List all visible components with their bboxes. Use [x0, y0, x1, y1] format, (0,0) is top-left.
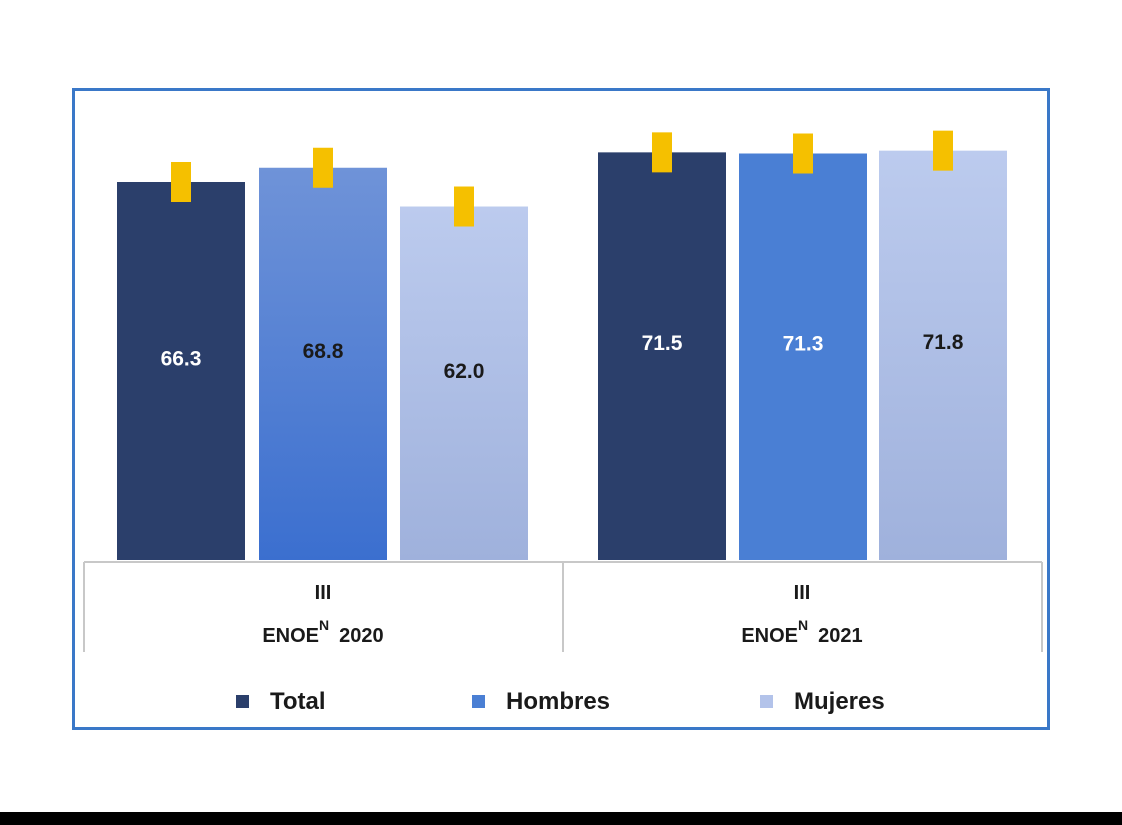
bar-hombres-1 — [739, 153, 867, 560]
error-bar-total-1 — [652, 132, 672, 173]
bar-hombres-0 — [259, 167, 387, 560]
value-label-mujeres-1: 71.8 — [923, 331, 964, 354]
value-label-hombres-1: 71.3 — [783, 333, 824, 356]
value-label-total-1: 71.5 — [642, 332, 683, 355]
category-survey-0: ENOE — [262, 625, 319, 647]
value-label-hombres-0: 68.8 — [303, 340, 344, 363]
category-label-1: ENOEN 2021 — [741, 617, 862, 647]
category-superscript-0: N — [319, 617, 329, 633]
bottom-band — [0, 812, 1122, 825]
category-year-1: 2021 — [818, 625, 863, 647]
bar-total-0 — [117, 182, 245, 560]
error-bar-mujeres-0 — [454, 186, 474, 227]
error-bar-hombres-0 — [313, 147, 333, 188]
category-survey-1: ENOE — [741, 625, 798, 647]
bar-mujeres-1 — [879, 150, 1007, 560]
value-label-mujeres-0: 62.0 — [444, 360, 485, 383]
category-superscript-1: N — [798, 617, 808, 633]
error-bar-hombres-1 — [793, 133, 813, 174]
category-period-0: III — [315, 582, 332, 604]
error-bar-total-0 — [171, 162, 191, 202]
error-bar-mujeres-1 — [933, 130, 953, 171]
category-label-0: ENOEN 2020 — [262, 617, 383, 647]
bar-total-1 — [598, 152, 726, 561]
legend-swatch-total — [236, 695, 249, 708]
value-label-total-0: 66.3 — [161, 347, 202, 370]
category-period-1: III — [794, 582, 811, 604]
category-year-0: 2020 — [339, 625, 384, 647]
bar-mujeres-0 — [400, 206, 528, 560]
legend-label-total: Total — [270, 688, 326, 715]
legend-swatch-hombres — [472, 695, 485, 708]
legend-swatch-mujeres — [760, 695, 773, 708]
legend-label-mujeres: Mujeres — [794, 688, 885, 715]
legend-label-hombres: Hombres — [506, 688, 610, 715]
